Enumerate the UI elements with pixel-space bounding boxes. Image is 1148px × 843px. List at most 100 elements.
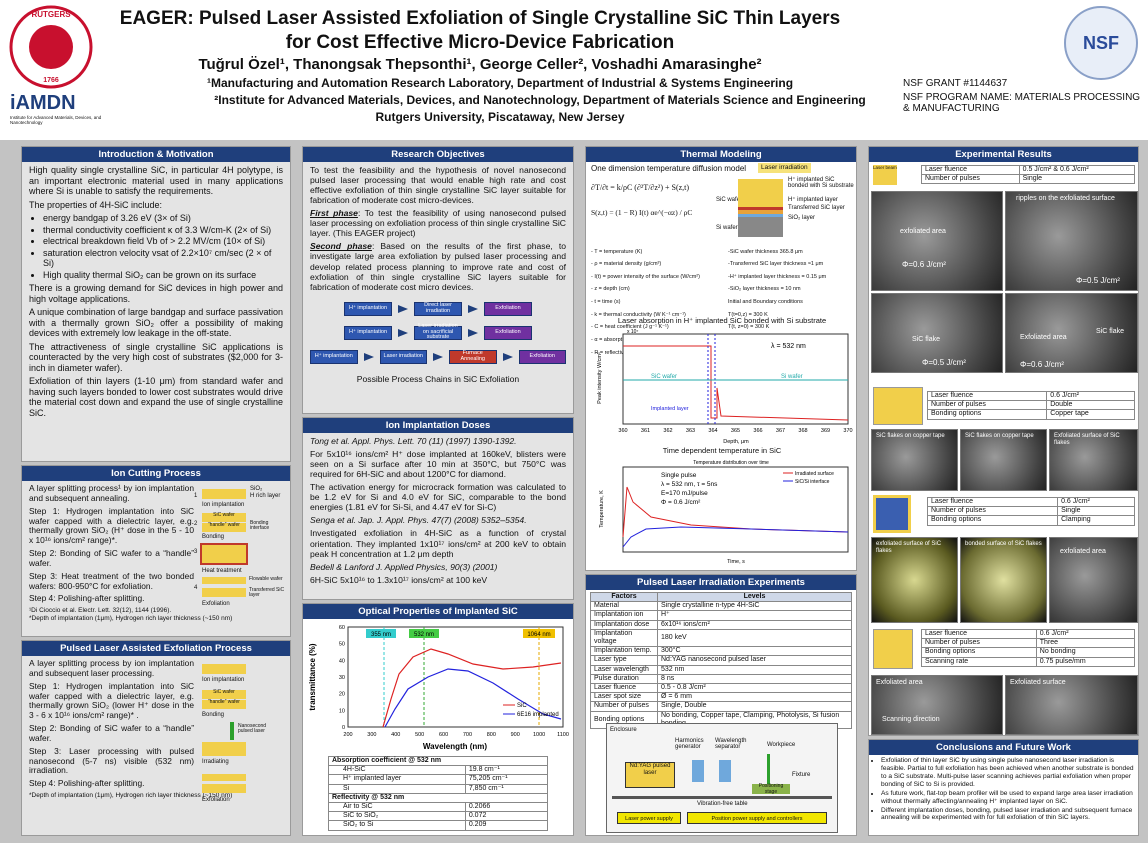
- plae-figure: Ion implantation SiC wafer “handle” wafe…: [194, 660, 284, 820]
- parameter: Initial and Boundary conditions: [728, 299, 803, 306]
- table-cell: Bonding options: [921, 647, 1037, 658]
- pulsed-section: Pulsed Laser Irradiation Experiments Fac…: [585, 574, 857, 836]
- fig-label: Bonding: [202, 534, 225, 541]
- handle-wafer: “handle” wafer: [202, 699, 246, 710]
- sem-image: Exfoliated area Scanning direction: [871, 675, 1003, 735]
- x-axis-label: Wavelength (nm): [423, 742, 487, 751]
- image-label: Scanning direction: [882, 716, 940, 723]
- paragraph: Second phase: Based on the results of th…: [310, 241, 566, 291]
- image-label: SiC flake: [912, 336, 941, 343]
- y-axis-label: transmittance (%): [308, 643, 317, 710]
- sem-image: exfoliated area Φ=0.6 J/cm²: [871, 191, 1003, 291]
- logo-text: RUTGERS: [31, 10, 71, 19]
- tick-label: 600: [439, 732, 448, 738]
- title-line: for Cost Effective Micro-Device Fabricat…: [285, 32, 675, 53]
- tick-label: 60: [339, 625, 345, 631]
- sic-wafer: [202, 489, 246, 500]
- fig-label: Irradiating: [202, 759, 229, 766]
- temperature-figure: Temperature distribution over time Singl…: [599, 460, 849, 565]
- fig-label: Nanosecond pulsed laser: [238, 723, 267, 735]
- iamdn-logo: iAMDN: [10, 92, 76, 114]
- model-label: One dimension temperature diffusion mode…: [591, 164, 747, 173]
- table-cell: Bonding options: [926, 409, 1048, 420]
- table-row: SiO₂ to Si 0.209: [328, 820, 549, 831]
- beam-icon: Laser beam: [873, 165, 897, 185]
- sic-wafer: [202, 577, 246, 585]
- intensity-curve: [623, 345, 849, 421]
- table-cell: Pulse duration: [590, 673, 658, 684]
- chart-title: Time dependent temperature in SiC: [662, 446, 782, 455]
- process-box: H⁺ implantation: [344, 301, 392, 316]
- marker-label: 1064 nm: [527, 632, 550, 638]
- iamdn-subtitle: Institute for Advanced Materials, Device…: [10, 115, 102, 125]
- table-cell: Scanning rate: [921, 656, 1037, 667]
- legend-label: SiC: [517, 703, 527, 709]
- tick-label: 1000: [533, 732, 545, 738]
- process-box: Exfoliation: [484, 325, 532, 340]
- factor-table: Factors Levels Material Single crystalline …: [590, 592, 852, 729]
- phase-label: First phase: [310, 208, 358, 219]
- fig-label: Exfoliation: [202, 797, 230, 804]
- process-box: Exfoliation: [518, 349, 566, 364]
- variable: - I(t) = power intensity of the surface …: [591, 273, 700, 280]
- note: *Depth of implantation (1μm), Hydrogen r…: [29, 614, 233, 622]
- table-cell: 0.209: [464, 820, 549, 831]
- heading-row: Absorption coefficient @ 532 nm: [328, 756, 548, 767]
- fig-label: H⁺ implanted layer: [788, 197, 838, 203]
- table-cell: Single: [1057, 506, 1135, 517]
- variable: - k = thermal conductivity (W K⁻¹ cm⁻¹): [591, 311, 686, 318]
- header-cell: Factors: [590, 592, 658, 603]
- marker-box: [523, 629, 555, 639]
- tick-label: 900: [511, 732, 520, 738]
- section-title: Research Objectives: [303, 147, 573, 163]
- implanted-layer: [738, 207, 783, 210]
- citation: Bedell & Lanford J. Applied Physics, 90(…: [310, 561, 498, 572]
- arrow: [502, 352, 513, 361]
- fig-label: Transferred SiC layer: [788, 205, 845, 211]
- fig-label: H rich layer: [250, 493, 281, 500]
- bullet: High quality thermal SiO₂ can be grown o…: [43, 270, 283, 281]
- y-axis-label: Temperature, K: [599, 490, 605, 528]
- image-label: bonded surface of SiC flakes: [965, 541, 1042, 547]
- power-supply: Laser power supply: [617, 812, 681, 824]
- result-table: Laser fluence 0.6 J/cm² Number of pulses Si…: [926, 496, 1135, 526]
- annotation: λ = 532 nm: [771, 343, 806, 350]
- sem-image: exfoliated area: [1049, 537, 1138, 623]
- table-cell: 6x10¹⁶ ions/cm²: [657, 619, 852, 630]
- paragraph: The attractiveness of single crystalline…: [29, 341, 283, 373]
- process-box: H⁺ implantation: [310, 349, 358, 364]
- paragraph: There is a growing demand for SiC device…: [29, 283, 283, 304]
- annotation: E=170 mJ/pulse: [661, 490, 708, 497]
- bullet: Exfoliation of thin layer SiC by using s…: [881, 757, 1134, 789]
- table-cell: Laser fluence: [926, 496, 1059, 508]
- table-top: [612, 796, 832, 799]
- marker-box: [409, 629, 439, 639]
- paragraph: Step 2: Bonding of SiC wafer to a “handl…: [29, 723, 194, 743]
- table-cell: 0.6 J/cm²: [1035, 628, 1136, 640]
- section-title: Optical Properties of Implanted SiC: [303, 604, 573, 620]
- section-body: To test the feasibility and the hypothes…: [303, 162, 573, 390]
- bullets: energy bandgap of 3.26 eV (3× of Si)ther…: [29, 213, 283, 280]
- sem-image: ripples on the exfoliated surface Φ=0.5 J…: [1005, 191, 1138, 291]
- paragraph: Step 3: Laser processing with pulsed nan…: [29, 745, 194, 776]
- table-row: Implantation voltage 180 keV: [590, 628, 852, 648]
- table-cell: No bonding: [1035, 647, 1136, 658]
- setup-label: Fixture: [792, 772, 811, 778]
- section-title: Ion Implantation Doses: [303, 418, 573, 434]
- table-row: Laser fluence 0.6 J/cm²: [921, 628, 1136, 640]
- paragraph: Step 4: Polishing-after splitting.: [29, 778, 145, 789]
- tick-label: 0: [342, 725, 345, 731]
- fig-label: SiC wafer: [716, 197, 743, 203]
- tick-label: 366: [753, 428, 762, 434]
- arrow: [468, 328, 478, 337]
- table-cell: Number of pulses: [921, 174, 1020, 185]
- table-cell: Single crystalline n-type 4H-SiC: [657, 601, 852, 612]
- section-title: Pulsed Laser Assisted Exfoliation Proces…: [22, 641, 290, 657]
- image-label: Φ=0.6 J/cm²: [1020, 360, 1064, 369]
- variable: - z = depth (cm): [591, 286, 630, 293]
- table-cell: 8 ns: [657, 673, 852, 684]
- fig-label: SiO₂: [250, 486, 263, 493]
- table-cell: Laser spot size: [590, 692, 658, 703]
- table-cell: Implantation temp.: [590, 646, 658, 657]
